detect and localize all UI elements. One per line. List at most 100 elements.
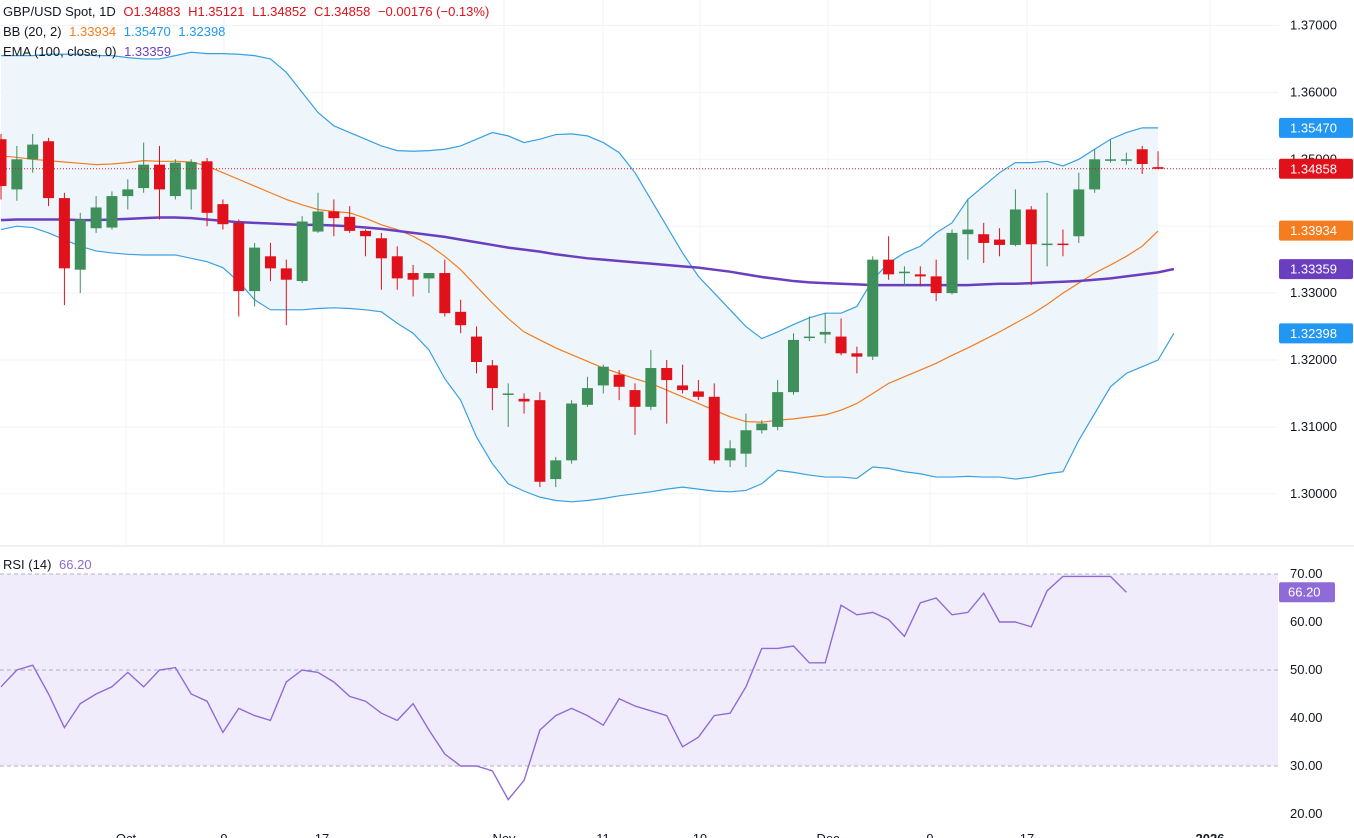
high-value: H1.35121	[188, 4, 245, 19]
candle-body	[486, 365, 498, 389]
candle-body	[962, 229, 974, 235]
candle-body	[550, 460, 562, 480]
price-tag-label: 1.32398	[1290, 326, 1337, 341]
candle	[328, 199, 340, 237]
candle-body	[1041, 243, 1053, 246]
candle-body	[1136, 149, 1148, 164]
bollinger-lower-line	[0, 225, 1175, 503]
rsi-tick-label: 30.00	[1290, 758, 1323, 773]
candle-body	[1152, 167, 1164, 169]
candle	[1009, 189, 1021, 247]
symbol-title[interactable]: GBP/USD Spot, 1D	[3, 4, 116, 19]
candle-body	[0, 139, 7, 187]
bb-legend[interactable]: BB (20, 2) 1.33934 1.35470 1.32398	[3, 24, 229, 40]
ema-label[interactable]: EMA (100, close, 0)	[3, 44, 117, 59]
candle	[296, 216, 308, 284]
candle	[835, 318, 847, 356]
candle	[898, 266, 910, 287]
candle	[0, 133, 7, 200]
candle-body	[534, 400, 546, 482]
rsi-line	[0, 575, 1127, 801]
candle	[391, 246, 403, 290]
price-tick-label: 1.36000	[1290, 84, 1337, 99]
time-tick-label: Nov	[492, 831, 516, 838]
candle	[629, 383, 641, 435]
bb-label[interactable]: BB (20, 2)	[3, 24, 62, 39]
rsi-axis[interactable]: 20.00 30.00 40.00 50.00 60.00 70.00 66.20	[1279, 566, 1335, 821]
ema-legend[interactable]: EMA (100, close, 0) 1.33359	[3, 44, 175, 60]
candle-body	[1009, 209, 1021, 245]
candle	[661, 360, 673, 424]
rsi-tag-bg	[1279, 582, 1335, 603]
candle	[90, 196, 102, 233]
candle-body	[883, 259, 895, 275]
candle-body	[455, 311, 467, 326]
candle	[312, 192, 324, 233]
candle-body	[106, 196, 118, 228]
rsi-legend[interactable]: RSI (14) 66.20	[3, 557, 96, 573]
candle-body	[613, 374, 625, 387]
candle	[883, 236, 895, 280]
price-tick-label: 1.33000	[1290, 285, 1337, 300]
price-tag-bg	[1279, 117, 1353, 138]
candle-body	[58, 198, 70, 269]
price-tag: 1.32398	[1279, 323, 1353, 344]
candle	[597, 364, 609, 394]
candle	[867, 256, 879, 360]
candle	[566, 400, 578, 464]
candle	[1025, 206, 1037, 286]
candle	[772, 380, 784, 431]
time-axis[interactable]: Oct 9 17 Nov 11 19 Dec 9 17 2026	[116, 831, 1225, 838]
price-tag-bg	[1279, 259, 1353, 280]
price-tag: 1.34858	[1279, 158, 1353, 179]
candle	[962, 199, 974, 260]
candle-body	[978, 234, 990, 243]
candle	[502, 383, 514, 427]
candle-body	[391, 256, 403, 279]
candle	[1152, 151, 1164, 170]
candle-body	[280, 268, 292, 280]
candle	[169, 159, 181, 200]
candle-body	[740, 430, 752, 454]
candle-body	[328, 211, 340, 219]
candle	[550, 457, 562, 488]
candle-body	[1105, 159, 1116, 161]
candle	[518, 393, 530, 414]
candle	[788, 333, 799, 395]
symbol-legend[interactable]: GBP/USD Spot, 1D O1.34883 H1.35121 L1.34…	[3, 4, 493, 20]
candle-body	[661, 368, 673, 381]
candle-body	[312, 211, 324, 232]
candle	[978, 222, 990, 263]
candle	[27, 133, 39, 173]
candles	[0, 133, 1164, 488]
candle-body	[756, 423, 768, 431]
bb-mid-value: 1.33934	[69, 24, 117, 39]
candle	[930, 259, 942, 302]
price-tick-label: 1.37000	[1290, 18, 1337, 33]
candle	[851, 346, 863, 374]
low-value: L1.34852	[252, 4, 307, 19]
candle	[344, 206, 356, 233]
candle	[407, 265, 419, 297]
candle	[58, 192, 70, 306]
candle-body	[154, 164, 165, 190]
candle-body	[169, 162, 181, 197]
candle-body	[803, 336, 815, 339]
rsi-label[interactable]: RSI (14)	[3, 557, 52, 572]
candle-body	[407, 273, 419, 280]
rsi-grid	[0, 573, 1278, 767]
rsi-tick-label: 20.00	[1290, 806, 1323, 821]
candle	[708, 383, 720, 464]
candle	[11, 145, 23, 201]
candle	[264, 242, 276, 282]
candle-body	[898, 271, 910, 274]
candle	[819, 313, 831, 344]
candle-body	[724, 448, 736, 461]
price-tag-label: 1.34858	[1290, 161, 1337, 176]
candle-body	[27, 144, 39, 160]
candle-body	[629, 390, 641, 407]
time-tick-label: 11	[596, 831, 610, 838]
candle-body	[185, 161, 197, 190]
candle-body	[581, 388, 593, 405]
